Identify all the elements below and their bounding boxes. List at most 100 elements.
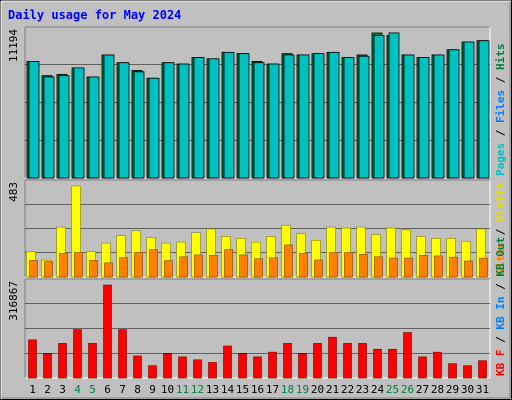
bar-files [298, 54, 310, 179]
x-tick-label: 15 [236, 383, 249, 396]
bar-files [208, 58, 220, 179]
bar-sites [479, 257, 488, 278]
x-axis-day-labels: 1 2 3 4 5 6 7 8 9 10 11 12 13 14 15 16 17 18 19 20 21 22 23 24 2… [29, 383, 489, 396]
legend-item: Hits [494, 44, 507, 71]
bar-kb-f [418, 356, 427, 379]
bar-files [403, 54, 415, 179]
bar-kb-f [328, 336, 337, 379]
bar-sites [299, 253, 308, 278]
x-tick-label: 29 [446, 383, 459, 396]
x-tick-label: 25 [386, 383, 399, 396]
bar-files [43, 76, 55, 179]
legend-item: KB Out [494, 237, 507, 277]
bar-kb-f [163, 353, 172, 379]
panel-hits-files-pages: 11194 Pages / Files / Hits [7, 26, 507, 179]
panel-legend: KB F / KB In / KB Out [494, 237, 507, 376]
x-tick-label: 30 [461, 383, 474, 396]
bar-sites [269, 257, 278, 278]
x-tick-label: 6 [104, 383, 111, 396]
bar-kb-f [88, 343, 97, 379]
bar-sites [224, 249, 233, 278]
bar-files [343, 57, 355, 179]
bar-files [28, 61, 40, 179]
bar-kb-f [148, 365, 157, 379]
bar-sites [194, 254, 203, 278]
bar-kb-f [268, 351, 277, 379]
bar-sites [359, 254, 368, 278]
bar-kb-f [73, 329, 82, 379]
bar-kb-f [178, 356, 187, 379]
bar-sites [89, 260, 98, 278]
legend-separator: / [494, 70, 507, 90]
bar-sites [239, 254, 248, 278]
bar-files [148, 77, 160, 179]
bar-kb-f [238, 353, 247, 379]
chart-title: Daily usage for May 2024 [8, 8, 181, 22]
bar-sites [74, 252, 83, 278]
x-tick-label: 8 [134, 383, 141, 396]
bar-files [178, 63, 190, 179]
bar-files [328, 51, 340, 179]
bar-files [478, 40, 490, 179]
x-tick-label: 18 [281, 383, 294, 396]
bar-files [163, 62, 175, 179]
bar-kb-f [433, 351, 442, 379]
bar-sites [419, 255, 428, 278]
bar-sites [464, 260, 473, 278]
bar-kb-f [133, 355, 142, 379]
bar-sites [59, 253, 68, 278]
bar-kb-f [313, 343, 322, 379]
x-tick-label: 13 [206, 383, 219, 396]
legend-separator: / [494, 123, 507, 143]
bar-sites [209, 255, 218, 278]
bar-files [283, 54, 295, 179]
bar-files [58, 75, 70, 179]
panel-kb: 316867 KB F / KB In / KB Out [7, 237, 507, 379]
bar-kb-f [28, 339, 37, 379]
x-tick-label: 17 [266, 383, 279, 396]
bar-kb-f [118, 329, 127, 379]
bar-sites [119, 257, 128, 278]
bar-sites [374, 256, 383, 278]
legend-item: KB F [494, 350, 507, 377]
bar-sites [149, 249, 158, 278]
bar-kb-f [343, 343, 352, 379]
legend-item: Sites [494, 242, 507, 275]
bar-kb-f [193, 359, 202, 379]
x-tick-label: 11 [176, 383, 189, 396]
bar-sites [389, 257, 398, 278]
legend-item: KB In [494, 297, 507, 330]
legend-separator: / [494, 277, 507, 297]
bar-kb-f [448, 363, 457, 379]
bar-files [193, 57, 205, 179]
bar-kb-f [388, 348, 397, 379]
x-tick-label: 21 [326, 383, 339, 396]
bar-files [313, 53, 325, 179]
panel-visits-sites: 483 Sites / Visits [7, 179, 507, 278]
bar-sites [44, 261, 53, 278]
panel-legend: Sites / Visits [494, 182, 507, 275]
legend-separator: / [494, 222, 507, 242]
bar-sites [179, 256, 188, 278]
bar-kb-f [208, 362, 217, 379]
bar-files [253, 62, 265, 179]
x-tick-label: 28 [431, 383, 444, 396]
bar-kb-f [283, 343, 292, 379]
x-tick-label: 2 [44, 383, 51, 396]
bar-files [433, 54, 445, 179]
x-tick-label: 26 [401, 383, 414, 396]
bar-sites [329, 252, 338, 278]
x-tick-label: 20 [311, 383, 324, 396]
x-tick-label: 5 [89, 383, 96, 396]
bar-sites [404, 257, 413, 278]
bar-sites [284, 244, 293, 278]
legend-item: Pages [494, 143, 507, 176]
x-tick-label: 14 [221, 383, 235, 396]
bar-kb-f [358, 343, 367, 379]
y-max-label: 316867 [7, 281, 20, 321]
x-tick-label: 1 [29, 383, 36, 396]
bar-files [223, 51, 235, 179]
y-max-label: 11194 [7, 29, 20, 62]
legend-separator: / [494, 330, 507, 350]
